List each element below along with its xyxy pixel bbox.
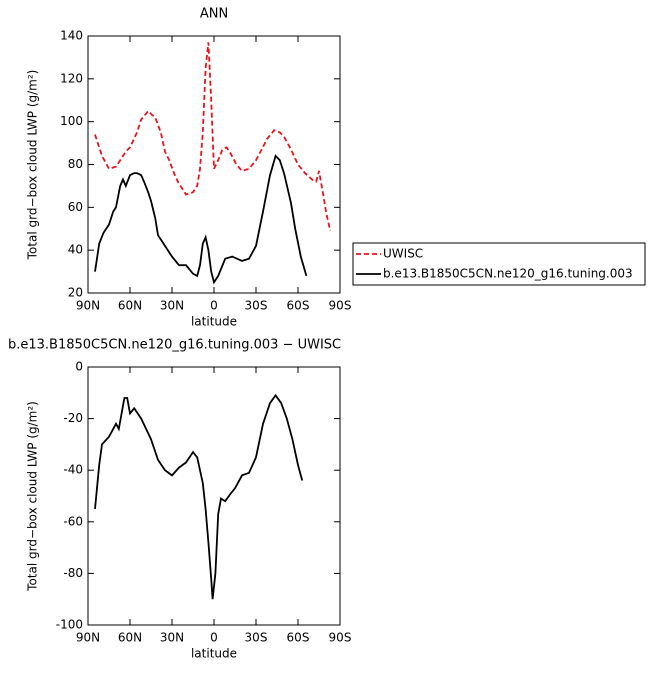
y-tick-label: -40 — [63, 463, 83, 477]
y-tick-label: 100 — [60, 114, 83, 128]
x-tick-label: 90N — [76, 631, 100, 645]
series-line — [94, 393, 304, 600]
y-tick-label: 60 — [68, 200, 83, 214]
x-tick-label: 30S — [245, 631, 268, 645]
x-tick-label: 60N — [118, 299, 142, 313]
series-line — [94, 154, 308, 285]
x-tick-label: 60N — [118, 631, 142, 645]
y-tick-label: 120 — [60, 71, 83, 85]
x-tick-label: 90S — [329, 631, 352, 645]
y-tick-label: 0 — [75, 360, 83, 374]
y-tick-label: -60 — [63, 514, 83, 528]
y-tick-label: -80 — [63, 566, 83, 580]
y-tick-label: 20 — [68, 286, 83, 300]
y-axis-label: Total grd−box cloud LWP (g/m²) — [26, 70, 40, 261]
x-tick-label: 90N — [76, 299, 100, 313]
y-axis-label: Total grd−box cloud LWP (g/m²) — [26, 401, 40, 592]
series-line — [94, 42, 332, 232]
chart-title: b.e13.B1850C5CN.ne120_g16.tuning.003 − U… — [8, 338, 341, 353]
y-tick-label: -100 — [56, 618, 83, 632]
x-tick-label: 90S — [329, 299, 352, 313]
legend-label: UWISC — [383, 247, 423, 261]
x-axis-label: latitude — [191, 647, 237, 661]
x-tick-label: 30N — [160, 299, 184, 313]
chart-title: ANN — [200, 7, 228, 22]
x-tick-label: 60S — [287, 299, 310, 313]
x-axis-label: latitude — [191, 315, 237, 329]
x-tick-label: 0 — [210, 631, 218, 645]
x-tick-label: 60S — [287, 631, 310, 645]
legend-box — [352, 242, 646, 286]
x-tick-label: 30S — [245, 299, 268, 313]
legend-label: b.e13.B1850C5CN.ne120_g16.tuning.003 — [383, 267, 633, 281]
x-tick-label: 30N — [160, 631, 184, 645]
y-tick-label: 80 — [68, 157, 83, 171]
y-tick-label: 40 — [68, 243, 83, 257]
y-tick-label: 140 — [60, 29, 83, 43]
x-tick-label: 0 — [210, 299, 218, 313]
y-tick-label: -20 — [63, 411, 83, 425]
